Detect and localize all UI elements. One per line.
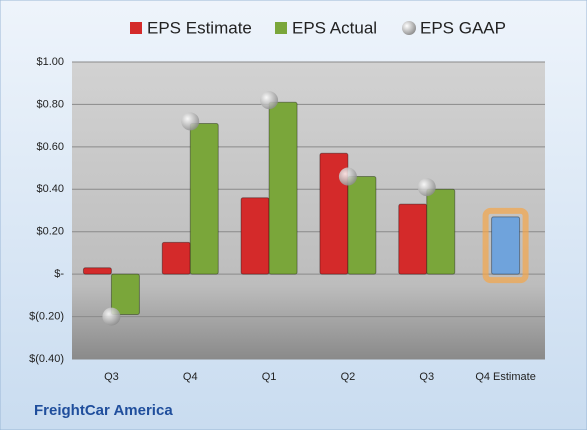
footer: FreightCar America [34,402,173,419]
gaap-marker [338,167,357,186]
bar [240,197,270,275]
bar [110,273,140,315]
bar [426,188,456,275]
legend-marker [402,21,416,35]
x-tick-label: Q4 [183,371,198,383]
forecast-glow [482,207,529,284]
bar [189,123,219,275]
plot-area [72,62,545,359]
bar [82,267,112,275]
x-tick-label: Q2 [341,371,356,383]
y-tick-label: $0.20 [36,226,64,238]
y-tick-label: $0.40 [36,183,64,195]
legend-marker [275,22,287,34]
y-tick-label: $0.80 [36,98,64,110]
y-tick-label: $- [54,268,64,280]
bar [268,101,298,275]
x-tick-label: Q1 [262,371,277,383]
x-tick-label: Q3 [419,371,434,383]
bar [491,216,521,275]
gaap-marker [102,307,121,326]
x-tick-label: Q4 Estimate [475,371,536,383]
legend-label: EPS Estimate [147,18,252,37]
x-tick-label: Q3 [104,371,119,383]
bar [161,241,191,275]
y-tick-label: $1.00 [36,56,64,68]
legend-label: EPS Actual [292,18,377,37]
legend-marker [130,22,142,34]
bar [398,203,428,275]
gaap-marker [417,178,436,197]
y-tick-label: $(0.40) [29,353,64,365]
gaap-marker [260,91,279,110]
y-tick-label: $(0.20) [29,310,64,322]
bar [347,176,377,275]
legend-label: EPS GAAP [420,18,506,37]
y-tick-label: $0.60 [36,141,64,153]
gaap-marker [181,112,200,131]
